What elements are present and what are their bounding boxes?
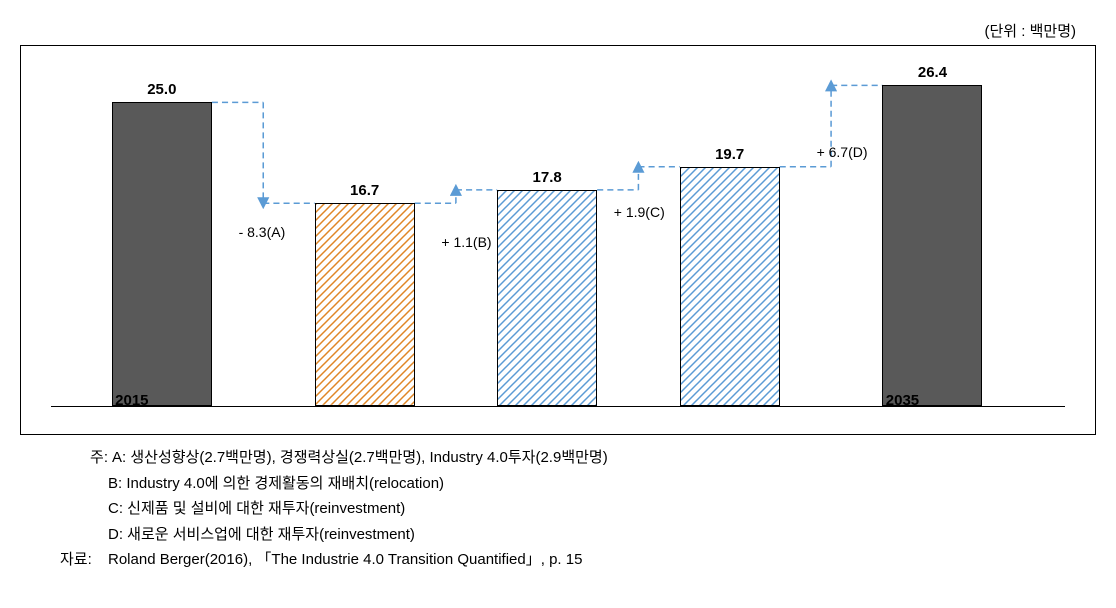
notes-block: 주: A: 생산성향상(2.7백만명), 경쟁력상실(2.7백만명), Indu… <box>20 445 1096 573</box>
source-prefix: 자료: <box>60 547 108 573</box>
bar-value-label: 19.7 <box>681 146 779 163</box>
unit-label: (단위 : 백만명) <box>20 20 1096 41</box>
delta-annotation: - 8.3(A) <box>239 224 286 240</box>
note-line-c: C: 신제품 및 설비에 대한 재투자(reinvestment) <box>60 496 1096 522</box>
x-axis-label: 2015 <box>82 392 182 409</box>
note-prefix: 주: <box>60 445 112 471</box>
chart-frame: 25.0 16.7 17.8 19.7 26.4 - 8.3(A) + 1.1(B) + 1… <box>20 45 1096 435</box>
source-text: Roland Berger(2016), 「The Industrie 4.0 … <box>108 547 582 573</box>
bar: 26.4 <box>882 85 982 406</box>
note-line-d: D: 새로운 서비스업에 대한 재투자(reinvestment) <box>60 522 1096 548</box>
delta-annotation: + 6.7(D) <box>817 144 868 160</box>
note-line-a: A: 생산성향상(2.7백만명), 경쟁력상실(2.7백만명), Industr… <box>112 445 608 471</box>
note-line-b: B: Industry 4.0에 의한 경제활동의 재배치(relocation… <box>60 471 1096 497</box>
bar: 17.8 <box>497 190 597 406</box>
delta-annotation: + 1.1(B) <box>441 234 491 250</box>
bar-value-label: 17.8 <box>498 169 596 186</box>
bar: 19.7 <box>680 167 780 406</box>
bar: 16.7 <box>315 203 415 406</box>
delta-annotation: + 1.9(C) <box>614 204 665 220</box>
x-axis-label: 2035 <box>852 392 952 409</box>
bar-value-label: 26.4 <box>883 64 981 81</box>
bar-value-label: 25.0 <box>113 81 211 98</box>
plot-area: 25.0 16.7 17.8 19.7 26.4 - 8.3(A) + 1.1(B) + 1… <box>51 66 1065 407</box>
bar-value-label: 16.7 <box>316 182 414 199</box>
bar: 25.0 <box>112 102 212 406</box>
